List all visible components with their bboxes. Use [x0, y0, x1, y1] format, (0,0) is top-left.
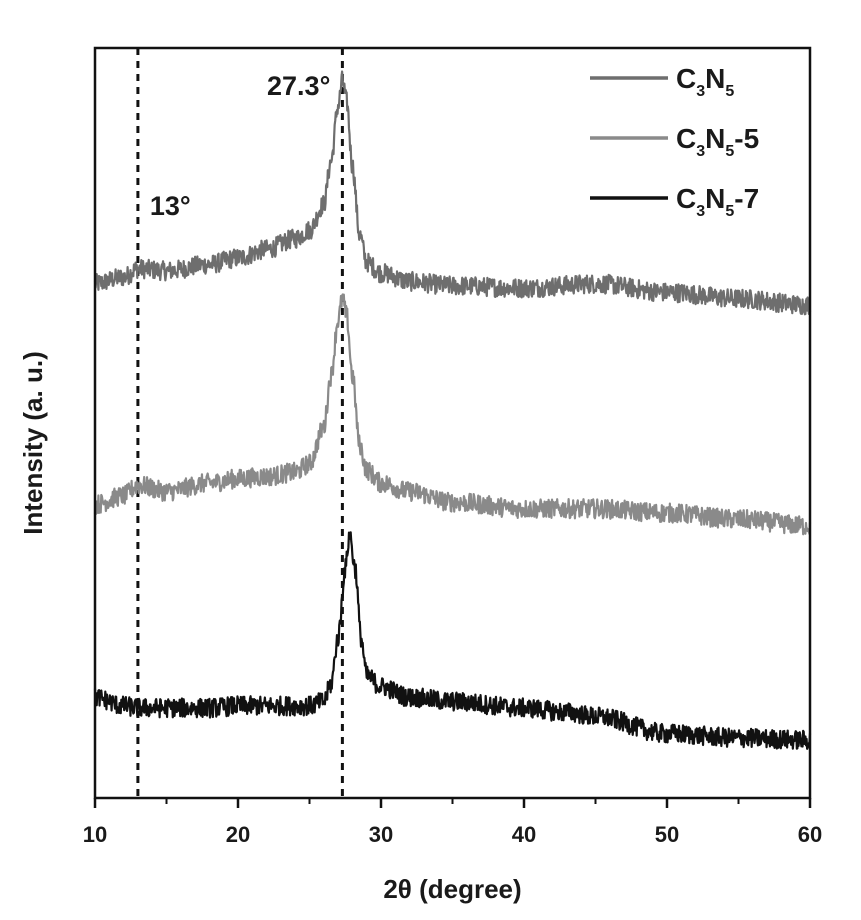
- series-line-2: [93, 531, 812, 750]
- series-line-0: [93, 70, 812, 316]
- x-tick-label-1: 20: [226, 822, 250, 847]
- x-axis-label: 2θ (degree): [383, 874, 521, 904]
- reference-label-13: 13°: [150, 191, 191, 221]
- reference-lines: [136, 48, 344, 798]
- legend-label-1: C3N5-5: [676, 123, 759, 160]
- series-lines: [93, 70, 812, 750]
- y-axis-label: Intensity (a. u.): [18, 351, 48, 534]
- x-tick-label-4: 50: [655, 822, 679, 847]
- legend-label-2: C3N5-7: [676, 183, 759, 220]
- reference-label-27-3: 27.3°: [267, 71, 330, 101]
- series-line-1: [93, 293, 812, 536]
- plot-frame: [93, 46, 812, 800]
- plot-area-border: [93, 46, 812, 800]
- reference-labels: 13° 27.3°: [150, 71, 330, 221]
- legend: C3N5 C3N5-5 C3N5-7: [590, 63, 759, 220]
- x-tick-label-0: 10: [83, 822, 107, 847]
- legend-label-0: C3N5: [676, 63, 734, 100]
- x-tick-label-5: 60: [798, 822, 822, 847]
- x-tick-label-2: 30: [369, 822, 393, 847]
- x-tick-label-3: 40: [512, 822, 536, 847]
- x-axis-ticks: 10 20 30 40 50 60: [83, 798, 822, 847]
